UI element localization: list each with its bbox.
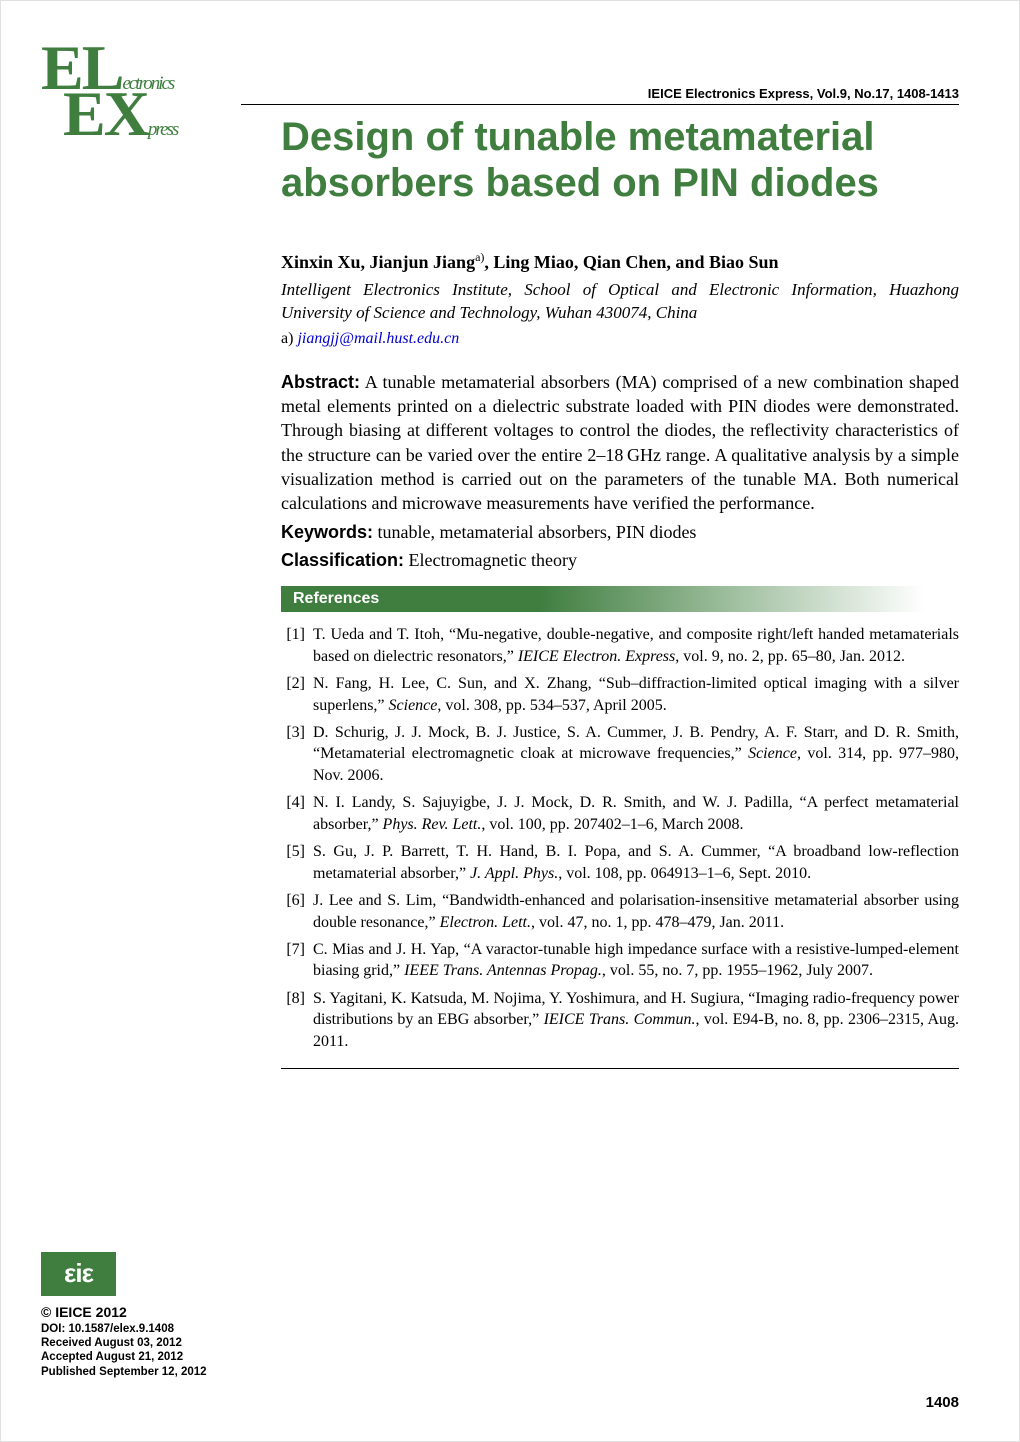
accepted-date: Accepted August 21, 2012: [41, 1350, 221, 1364]
abstract-text: A tunable metamaterial absorbers (MA) co…: [281, 372, 959, 513]
keywords-text: tunable, metamaterial absorbers, PIN dio…: [378, 522, 697, 542]
reference-item: [7]C. Mias and J. H. Yap, “A varactor-tu…: [281, 939, 959, 982]
published-date: Published September 12, 2012: [41, 1365, 221, 1379]
reference-text: T. Ueda and T. Itoh, “Mu-negative, doubl…: [313, 624, 959, 667]
classification-block: Classification: Electromagnetic theory: [281, 548, 959, 572]
reference-text: N. I. Landy, S. Sajuyigbe, J. J. Mock, D…: [313, 792, 959, 835]
reference-item: [8]S. Yagitani, K. Katsuda, M. Nojima, Y…: [281, 988, 959, 1052]
email-link[interactable]: jiangjj@mail.hust.edu.cn: [297, 330, 459, 347]
publisher-logo: εiε: [41, 1252, 116, 1296]
references-rule: [281, 1068, 959, 1069]
keywords-block: Keywords: tunable, metamaterial absorber…: [281, 520, 959, 544]
reference-number: [5]: [281, 841, 313, 884]
reference-number: [3]: [281, 722, 313, 786]
doi: DOI: 10.1587/elex.9.1408: [41, 1322, 221, 1336]
journal-header: IEICE Electronics Express, Vol.9, No.17,…: [241, 86, 959, 105]
publisher-logo-text: εiε: [64, 1258, 93, 1289]
reference-number: [7]: [281, 939, 313, 982]
reference-text: D. Schurig, J. J. Mock, B. J. Justice, S…: [313, 722, 959, 786]
main-content: Design of tunable metamaterial absorbers…: [281, 49, 959, 1069]
logo-ex-main: EX: [63, 78, 148, 149]
reference-item: [3]D. Schurig, J. J. Mock, B. J. Justice…: [281, 722, 959, 786]
reference-text: S. Gu, J. P. Barrett, T. H. Hand, B. I. …: [313, 841, 959, 884]
abstract-label: Abstract:: [281, 372, 360, 392]
received-date: Received August 03, 2012: [41, 1336, 221, 1350]
references-list: [1]T. Ueda and T. Itoh, “Mu-negative, do…: [281, 624, 959, 1052]
abstract-block: Abstract: A tunable metamaterial absorbe…: [281, 370, 959, 516]
reference-text: J. Lee and S. Lim, “Bandwidth-enhanced a…: [313, 890, 959, 933]
reference-number: [4]: [281, 792, 313, 835]
reference-item: [1]T. Ueda and T. Itoh, “Mu-negative, do…: [281, 624, 959, 667]
reference-number: [8]: [281, 988, 313, 1052]
journal-logo: ELectronics EXpress: [41, 41, 231, 142]
reference-number: [1]: [281, 624, 313, 667]
page-number: 1408: [926, 1394, 959, 1411]
footer-meta: εiε © IEICE 2012 DOI: 10.1587/elex.9.140…: [41, 1252, 221, 1380]
article-title: Design of tunable metamaterial absorbers…: [281, 114, 959, 206]
reference-text: N. Fang, H. Lee, C. Sun, and X. Zhang, “…: [313, 673, 959, 716]
reference-item: [6]J. Lee and S. Lim, “Bandwidth-enhance…: [281, 890, 959, 933]
logo-ex-suffix: press: [148, 119, 177, 140]
reference-text: C. Mias and J. H. Yap, “A varactor-tunab…: [313, 939, 959, 982]
reference-text: S. Yagitani, K. Katsuda, M. Nojima, Y. Y…: [313, 988, 959, 1052]
logo-line-2: EXpress: [63, 87, 231, 141]
corresponding-email: a) jiangjj@mail.hust.edu.cn: [281, 330, 959, 348]
reference-item: [4]N. I. Landy, S. Sajuyigbe, J. J. Mock…: [281, 792, 959, 835]
page: ELectronics EXpress IEICE Electronics Ex…: [1, 1, 1019, 1441]
reference-number: [2]: [281, 673, 313, 716]
classification-text: Electromagnetic theory: [409, 550, 577, 570]
references-header: References: [281, 586, 959, 612]
reference-item: [5]S. Gu, J. P. Barrett, T. H. Hand, B. …: [281, 841, 959, 884]
classification-label: Classification:: [281, 550, 404, 570]
authors: Xinxin Xu, Jianjun Jianga), Ling Miao, Q…: [281, 250, 959, 273]
affiliation: Intelligent Electronics Institute, Schoo…: [281, 279, 959, 325]
copyright: © IEICE 2012: [41, 1304, 221, 1320]
reference-item: [2]N. Fang, H. Lee, C. Sun, and X. Zhang…: [281, 673, 959, 716]
email-prefix: a): [281, 330, 297, 347]
keywords-label: Keywords:: [281, 522, 373, 542]
reference-number: [6]: [281, 890, 313, 933]
